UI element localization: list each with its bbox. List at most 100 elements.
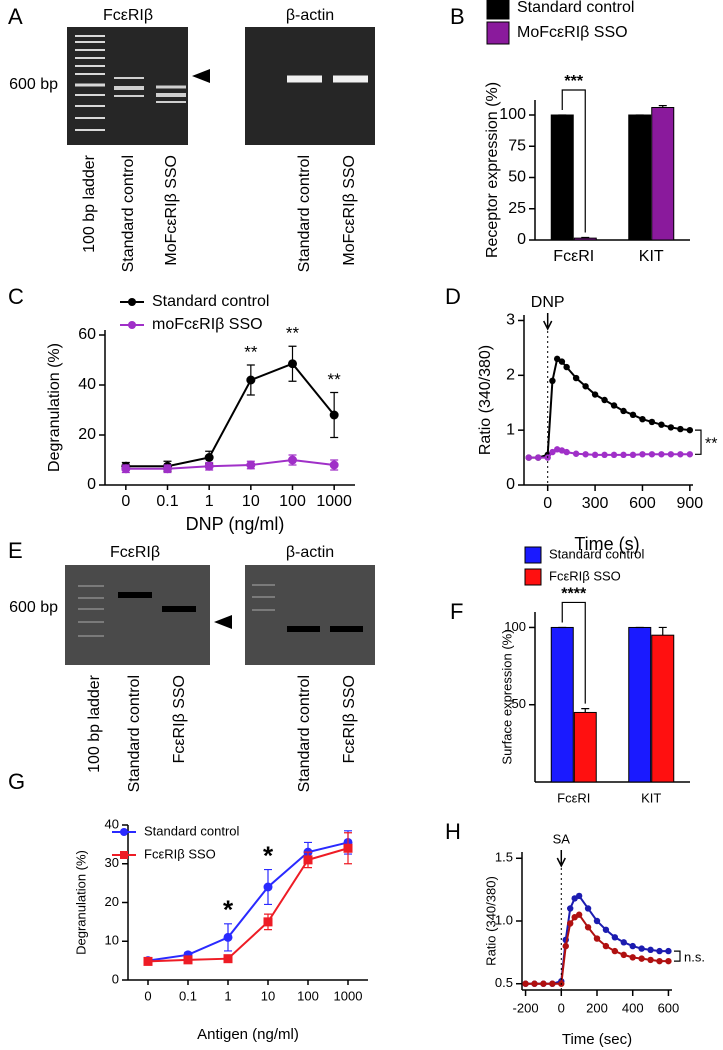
y-tick-label: 30 [105,855,119,870]
legend-marker [128,321,136,329]
annotation: ** [328,370,342,389]
marker [572,374,580,382]
series-line [528,357,690,459]
marker [303,855,313,865]
annotation: **** [561,586,587,603]
marker [677,451,684,458]
x-axis-label: DNP (ng/ml) [186,514,285,534]
marker [667,451,675,458]
x-tick-label: KIT [639,248,664,265]
x-tick-label: 10 [242,493,260,510]
bar [651,107,675,241]
size-marker: 600 bp [9,599,58,616]
x-tick-label: 1000 [316,493,352,510]
lane-label: Standard control [126,675,143,792]
marker [163,464,172,474]
series-line [147,847,349,963]
gel-title: β-actin [286,544,334,561]
marker [658,421,665,428]
bar [628,114,652,241]
x-tick-label: 900 [676,495,703,512]
y-tick-label: 25 [508,200,526,217]
marker [563,363,570,371]
y-tick-label: 0 [517,231,526,248]
x-tick-label: FcεRI [553,248,594,265]
bracket [674,950,681,962]
gel-title: β-actin [286,7,334,24]
marker [329,460,339,470]
marker [601,451,608,459]
marker [593,917,601,925]
marker [223,932,233,942]
y-axis-label: Degranulation (%) [73,850,88,955]
marker [591,451,599,459]
y-tick-label: 50 [512,696,526,711]
marker [343,843,353,853]
panel-letter: A [8,4,23,29]
marker [629,451,637,459]
marker [656,957,663,965]
marker [638,945,645,952]
marker [246,460,256,470]
marker [638,955,645,962]
legend-swatch [524,568,542,586]
bar [550,626,574,783]
y-axis-label: Receptor expression (%) [484,82,501,258]
bracket [695,429,702,455]
annotation: * [263,840,274,870]
panel-letter: C [8,284,24,309]
panel-letter: G [8,769,25,794]
marker [143,956,153,966]
ladder-bands [78,585,104,637]
event-arrow [543,313,553,331]
marker [204,461,214,471]
x-axis-label: Time (s) [574,534,639,554]
marker [549,448,556,456]
arrowhead [192,69,210,83]
x-tick-label: KIT [641,790,661,805]
marker [549,980,556,987]
lane-label: FcεRIβ SSO [171,675,188,763]
marker [611,934,619,941]
y-tick-label: 50 [508,169,526,186]
x-tick-label: 0.1 [179,988,197,1003]
size-marker: 600 bp [9,76,58,93]
event-label: SA [553,831,571,846]
chart-line: D 0 1 2 3 Ratio (340/380) Time (s) 0 300 600 900 DN… [445,284,717,554]
marker [677,425,684,433]
marker [288,359,297,369]
lane-label: MoFcεRIβ SSO [341,155,358,266]
x-tick-label: 100 [297,988,319,1003]
x-tick-label: 600 [629,495,656,512]
event-label: DNP [531,294,565,311]
marker [563,448,570,456]
bar [550,114,574,241]
x-tick-label: 0 [121,493,130,510]
x-axis-label: Time (sec) [562,1031,632,1048]
panel-letter: H [445,819,461,844]
marker [601,396,608,404]
marker [535,454,542,461]
marker [639,415,646,423]
y-axis-label: Surface expression (%) [499,629,514,764]
error-bar [658,105,667,108]
marker [665,947,672,955]
legend-marker [120,828,128,836]
panel-letter: D [445,284,461,309]
marker [610,451,618,459]
y-tick-label: 1.5 [495,850,513,865]
bar [573,711,597,783]
lane-label: FcεRIβ SSO [341,675,358,763]
marker [531,980,538,987]
marker [582,383,589,390]
y-axis-label: Ratio (340/380) [483,876,498,966]
marker [658,451,665,458]
y-tick-label: 10 [105,933,119,948]
marker [121,464,131,474]
marker [575,892,583,900]
legend-label: Standard control [517,0,634,16]
x-tick-label: 300 [582,495,609,512]
lane-label: 100 bp ladder [86,674,103,773]
